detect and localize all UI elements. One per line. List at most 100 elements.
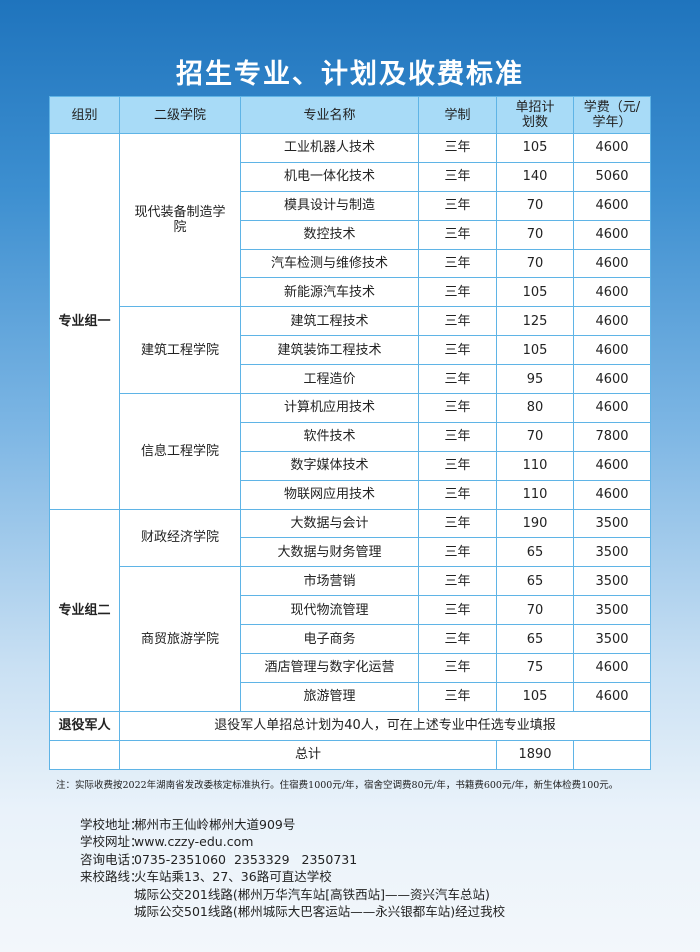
major-name: 大数据与会计 xyxy=(240,508,419,539)
plan-count: 65 xyxy=(496,537,574,568)
header-college: 二级学院 xyxy=(119,96,241,134)
tuition: 4600 xyxy=(573,190,651,221)
duration: 三年 xyxy=(418,190,497,221)
table-row: 信息工程学院 计算机应用技术 三年 80 4600 xyxy=(50,393,651,510)
duration: 三年 xyxy=(418,161,497,192)
duration: 三年 xyxy=(418,537,497,568)
college-name: 建筑工程学院 xyxy=(119,306,241,395)
info-line: 城际公交201线路(郴州万华汽车站[高铁西站]——资兴汽车总站) xyxy=(80,886,505,903)
total-value: 1890 xyxy=(496,739,574,770)
tuition: 3500 xyxy=(573,508,651,539)
duration: 三年 xyxy=(418,219,497,250)
info-line: 学校地址：郴州市王仙岭郴州大道909号 xyxy=(80,816,505,833)
duration: 三年 xyxy=(418,277,497,308)
info-label: 咨询电话： xyxy=(80,851,143,867)
major-name: 数控技术 xyxy=(240,219,419,250)
major-name: 市场营销 xyxy=(240,566,419,597)
plan-count: 105 xyxy=(496,277,574,308)
table-row: 现代物流管理 三年 70 3500 xyxy=(50,595,651,626)
table-row: 机电一体化技术 三年 140 5060 xyxy=(50,161,651,192)
table-row: 汽车检测与维修技术 三年 70 4600 xyxy=(50,248,651,279)
plan-count: 65 xyxy=(496,624,574,655)
plan-count: 110 xyxy=(496,479,574,510)
veteran-label: 退役军人 xyxy=(49,710,120,741)
info-value: 城际公交501线路(郴州城际大巴客运站——永兴银都车站)经过我校 xyxy=(134,904,506,920)
duration: 三年 xyxy=(418,681,497,712)
info-line: 来校路线：火车站乘13、27、36路可直达学校 xyxy=(80,868,505,885)
tuition: 4600 xyxy=(573,335,651,366)
duration: 三年 xyxy=(418,595,497,626)
tuition: 4600 xyxy=(573,133,651,163)
tuition: 4600 xyxy=(573,393,651,423)
duration: 三年 xyxy=(418,133,497,163)
major-name: 数字媒体技术 xyxy=(240,450,419,481)
major-name: 建筑装饰工程技术 xyxy=(240,335,419,366)
table-row: 商贸旅游学院 市场营销 三年 65 3500 xyxy=(50,566,651,712)
info-line: 学校网址：www.czzy-edu.com xyxy=(80,833,505,850)
table-row: 专业组一 现代装备制造学院 工业机器人技术 三年 105 4600 xyxy=(49,132,651,510)
tuition: 3500 xyxy=(573,566,651,597)
info-line: 城际公交501线路(郴州城际大巴客运站——永兴银都车站)经过我校 xyxy=(80,903,505,920)
plan-count: 140 xyxy=(496,161,574,192)
duration: 三年 xyxy=(418,364,497,395)
info-label: 学校地址： xyxy=(80,817,143,832)
major-name: 汽车检测与维修技术 xyxy=(240,248,419,279)
duration: 三年 xyxy=(418,393,497,423)
major-name: 电子商务 xyxy=(240,624,419,655)
header-group: 组别 xyxy=(49,96,120,134)
plan-count: 70 xyxy=(496,190,574,221)
major-name: 新能源汽车技术 xyxy=(240,277,419,308)
table-row: 模具设计与制造 三年 70 4600 xyxy=(50,190,651,221)
tuition: 4600 xyxy=(573,219,651,250)
major-name: 工程造价 xyxy=(240,364,419,395)
table-header: 组别 二级学院 专业名称 学制 单招计划数 学费（元/学年） xyxy=(49,96,651,134)
header-duration: 学制 xyxy=(418,96,497,134)
plan-count: 70 xyxy=(496,219,574,250)
major-name: 机电一体化技术 xyxy=(240,161,419,192)
total-label: 总计 xyxy=(119,739,497,770)
major-name: 旅游管理 xyxy=(240,681,419,712)
duration: 三年 xyxy=(418,335,497,366)
info-value: 0735-2351060 2353329 2350731 xyxy=(134,851,358,867)
plan-count: 70 xyxy=(496,248,574,279)
major-name: 计算机应用技术 xyxy=(240,393,419,423)
fee-note: 注：实际收费按2022年湖南省发改委核定标准执行。住宿费1000元/年，宿舍空调… xyxy=(56,780,619,791)
plan-count: 65 xyxy=(496,566,574,597)
college-name: 现代装备制造学院 xyxy=(119,132,241,308)
empty-cell xyxy=(573,739,651,770)
info-value: 城际公交201线路(郴州万华汽车站[高铁西站]——资兴汽车总站) xyxy=(134,886,490,902)
college-name: 财政经济学院 xyxy=(119,508,241,568)
table-row: 建筑装饰工程技术 三年 105 4600 xyxy=(50,335,651,366)
duration: 三年 xyxy=(418,248,497,279)
table-row: 旅游管理 三年 105 4600 xyxy=(50,681,651,712)
info-value: www.czzy-edu.com xyxy=(134,834,254,850)
header-plan: 单招计划数 xyxy=(496,96,574,134)
plan-count: 105 xyxy=(496,335,574,366)
major-name: 建筑工程技术 xyxy=(240,306,419,337)
plan-count: 190 xyxy=(496,508,574,539)
duration: 三年 xyxy=(418,479,497,510)
duration: 三年 xyxy=(418,653,497,683)
table-row: 新能源汽车技术 三年 105 4600 xyxy=(50,277,651,308)
tuition: 5060 xyxy=(573,161,651,192)
major-name: 工业机器人技术 xyxy=(240,133,419,163)
group-name: 专业组二 xyxy=(49,508,120,712)
major-name: 大数据与财务管理 xyxy=(240,537,419,568)
college-name: 信息工程学院 xyxy=(119,393,241,510)
info-line: 咨询电话：0735-2351060 2353329 2350731 xyxy=(80,851,505,868)
plan-count: 105 xyxy=(496,133,574,163)
tuition: 4600 xyxy=(573,364,651,395)
major-name: 物联网应用技术 xyxy=(240,479,419,510)
school-info: 学校地址：郴州市王仙岭郴州大道909号 学校网址：www.czzy-edu.com… xyxy=(80,816,505,920)
plan-count: 125 xyxy=(496,306,574,337)
plan-count: 80 xyxy=(496,393,574,423)
tuition: 4600 xyxy=(573,450,651,481)
plan-count: 95 xyxy=(496,364,574,395)
plan-count: 75 xyxy=(496,653,574,683)
page-title: 招生专业、计划及收费标准 xyxy=(176,59,524,90)
plan-count: 70 xyxy=(496,595,574,626)
tuition: 3500 xyxy=(573,624,651,655)
duration: 三年 xyxy=(418,566,497,597)
table-row: 数控技术 三年 70 4600 xyxy=(50,219,651,250)
plan-count: 110 xyxy=(496,450,574,481)
